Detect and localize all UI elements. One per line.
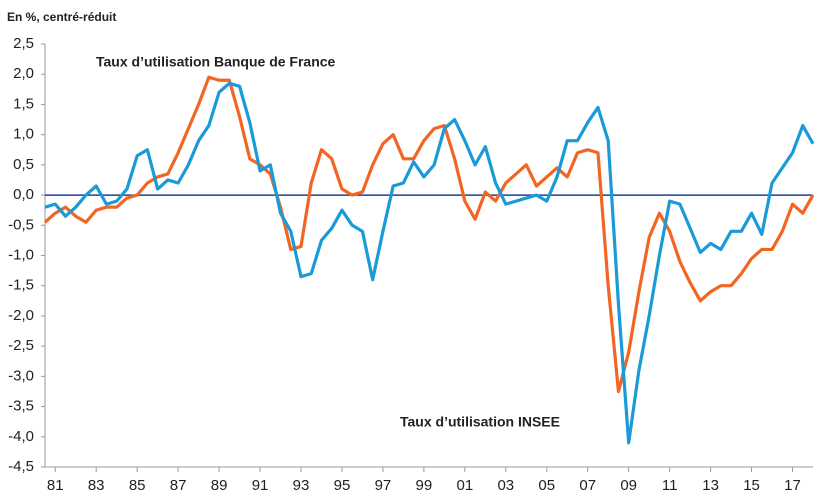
- y-tick-label: 2,5: [13, 35, 34, 52]
- x-tick-label: 13: [702, 477, 719, 494]
- y-tick-label: 0,0: [13, 186, 34, 203]
- y-tick-label: 1,0: [13, 126, 34, 143]
- x-tick-label: 83: [88, 477, 105, 494]
- x-tick-label: 97: [375, 477, 392, 494]
- x-tick-label: 05: [538, 477, 555, 494]
- x-tick-label: 15: [743, 477, 760, 494]
- x-tick-label: 91: [252, 477, 269, 494]
- y-tick-label: -4,5: [8, 458, 34, 475]
- x-tick-label: 07: [579, 477, 596, 494]
- series-line: [43, 75, 815, 394]
- y-tick-label: -1,5: [8, 277, 34, 294]
- series-line: [44, 81, 815, 445]
- y-tick-label: -1,0: [8, 246, 34, 263]
- x-tick-label: 03: [497, 477, 514, 494]
- x-tick-label: 93: [293, 477, 310, 494]
- x-tick-label: 11: [662, 477, 678, 494]
- x-tick-label: 09: [620, 477, 637, 494]
- x-tick-label: 01: [456, 477, 473, 494]
- x-tick-label: 85: [129, 477, 146, 494]
- y-tick-label: -2,5: [8, 337, 34, 354]
- annotation: Taux d’utilisation Banque de France: [96, 54, 336, 70]
- y-tick-label: -3,0: [8, 367, 34, 384]
- chart-title: En %, centré-réduit: [7, 10, 116, 24]
- x-tick-label: 89: [211, 477, 228, 494]
- y-tick-label: -3,5: [8, 398, 34, 415]
- x-tick-label: 95: [334, 477, 351, 494]
- x-tick-label: 99: [416, 477, 433, 494]
- x-tick-label: 81: [47, 477, 64, 494]
- x-tick-label: 87: [170, 477, 187, 494]
- y-tick-label: 0,5: [13, 156, 34, 173]
- y-tick-label: -2,0: [8, 307, 34, 324]
- y-tick-label: -4,0: [8, 428, 34, 445]
- y-tick-label: 1,5: [13, 95, 34, 112]
- y-tick-label: 2,0: [13, 65, 34, 82]
- y-tick-label: -0,5: [8, 216, 34, 233]
- x-tick-label: 17: [784, 477, 801, 494]
- annotation: Taux d’utilisation INSEE: [400, 414, 560, 430]
